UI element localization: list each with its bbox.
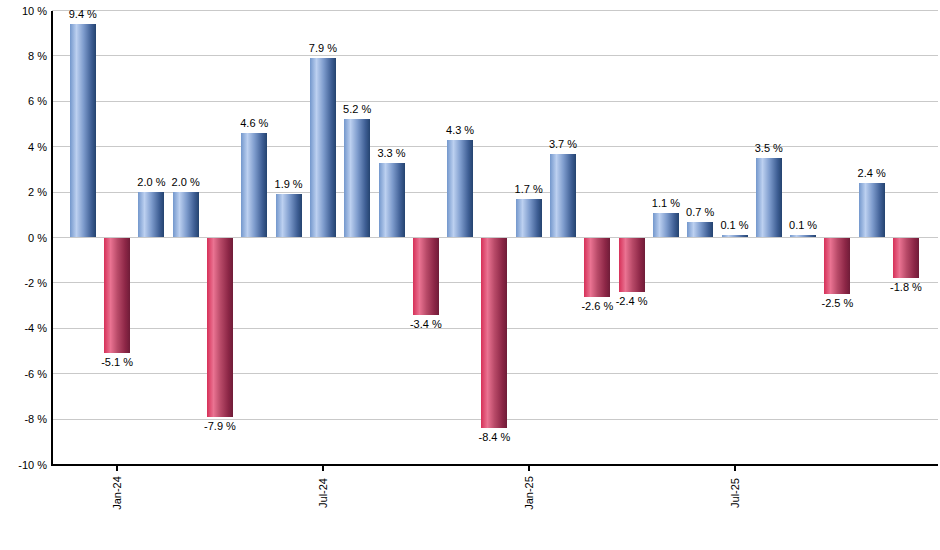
positive-return-bar: [447, 140, 473, 238]
bar-value-label: 3.7 %: [532, 138, 594, 151]
y-tick-label: 6 %: [0, 94, 47, 108]
bar-value-label: -5.1 %: [86, 356, 148, 369]
positive-return-bar: [310, 58, 336, 237]
positive-return-bar: [790, 235, 816, 237]
negative-return-bar: [207, 238, 233, 417]
bar-value-label: 2.0 %: [155, 176, 217, 189]
x-tick-label: Jul-25: [728, 469, 742, 517]
negative-return-bar: [824, 238, 850, 295]
bar-value-label: 4.6 %: [223, 117, 285, 130]
negative-return-bar: [584, 238, 610, 297]
negative-return-bar: [481, 238, 507, 429]
bar-value-label: 0.1 %: [772, 219, 834, 232]
y-tick-label: 10 %: [0, 4, 47, 18]
bar-value-label: 1.9 %: [258, 178, 320, 191]
x-tick-label: Jan-25: [522, 469, 536, 517]
bar-value-label: 4.3 %: [429, 124, 491, 137]
positive-return-bar: [379, 163, 405, 238]
monthly-returns-bar-chart: 10 % 8 % 6 % 4 % 2 % 0 % -2 % -4 % -6 % -8 % -10 %…: [0, 0, 940, 550]
y-tick-label: 4 %: [0, 140, 47, 154]
bar-value-label: 1.7 %: [498, 183, 560, 196]
y-tick-label: -4 %: [0, 321, 47, 335]
gridline: [52, 101, 938, 102]
y-axis-line: [51, 11, 53, 467]
bar-value-label: -7.9 %: [189, 420, 251, 433]
bar-value-label: -2.4 %: [601, 295, 663, 308]
positive-return-bar: [859, 183, 885, 237]
y-tick-label: -2 %: [0, 276, 47, 290]
gridline: [52, 55, 938, 56]
gridline: [52, 10, 938, 11]
positive-return-bar: [70, 24, 96, 237]
bar-value-label: -1.8 %: [875, 281, 937, 294]
positive-return-bar: [722, 235, 748, 237]
gridline: [52, 146, 938, 147]
y-tick-label: 8 %: [0, 49, 47, 63]
x-tick-label: Jul-24: [316, 469, 330, 517]
positive-return-bar: [138, 192, 164, 237]
positive-return-bar: [516, 199, 542, 238]
bar-value-label: 3.5 %: [738, 142, 800, 155]
bar-value-label: -2.5 %: [806, 297, 868, 310]
y-tick-label: -10 %: [0, 458, 47, 472]
negative-return-bar: [104, 238, 130, 354]
x-axis-line: [51, 464, 938, 466]
y-tick-label: -8 %: [0, 412, 47, 426]
bar-value-label: -8.4 %: [463, 431, 525, 444]
bar-value-label: 2.4 %: [841, 167, 903, 180]
bar-value-label: 7.9 %: [292, 42, 354, 55]
negative-return-bar: [619, 238, 645, 292]
bar-value-label: 0.7 %: [669, 206, 731, 219]
y-tick-label: 2 %: [0, 185, 47, 199]
bar-value-label: -3.4 %: [395, 318, 457, 331]
y-tick-label: 0 %: [0, 231, 47, 245]
negative-return-bar: [893, 238, 919, 279]
negative-return-bar: [413, 238, 439, 315]
positive-return-bar: [173, 192, 199, 237]
positive-return-bar: [276, 194, 302, 237]
bar-value-label: 5.2 %: [326, 103, 388, 116]
positive-return-bar: [344, 119, 370, 237]
y-tick-label: -6 %: [0, 367, 47, 381]
bar-value-label: 3.3 %: [361, 147, 423, 160]
bar-value-label: 0.1 %: [704, 219, 766, 232]
x-tick-label: Jan-24: [110, 469, 124, 517]
bar-value-label: 9.4 %: [52, 8, 114, 21]
